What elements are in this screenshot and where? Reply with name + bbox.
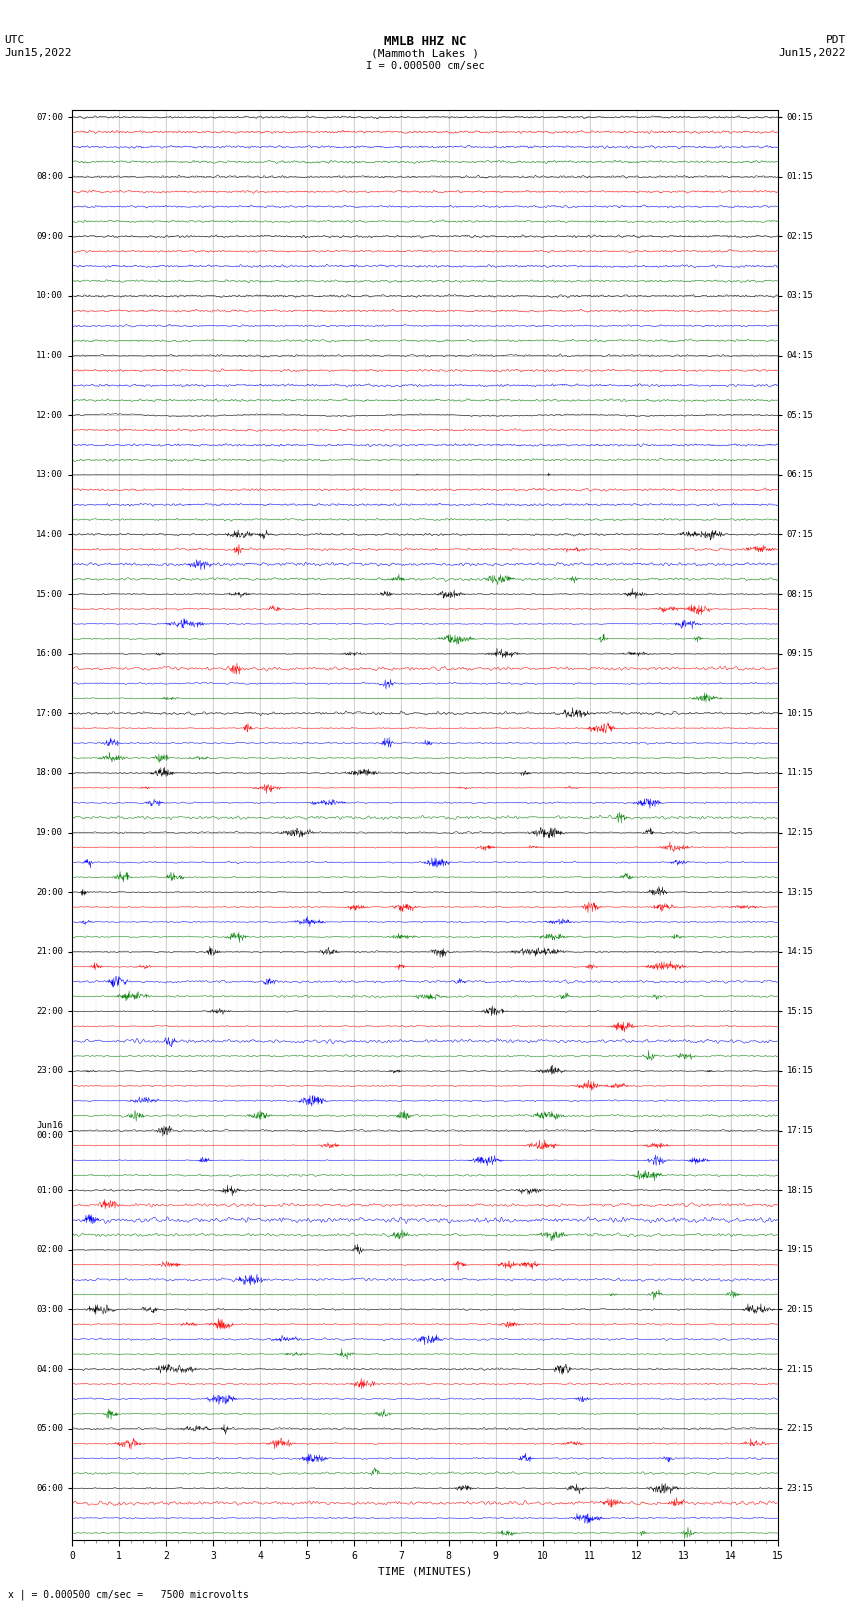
Text: (Mammoth Lakes ): (Mammoth Lakes ) [371, 48, 479, 58]
Text: Jun15,2022: Jun15,2022 [4, 48, 71, 58]
X-axis label: TIME (MINUTES): TIME (MINUTES) [377, 1566, 473, 1576]
Text: Jun15,2022: Jun15,2022 [779, 48, 846, 58]
Text: I = 0.000500 cm/sec: I = 0.000500 cm/sec [366, 61, 484, 71]
Text: MMLB HHZ NC: MMLB HHZ NC [383, 35, 467, 48]
Text: PDT: PDT [825, 35, 846, 45]
Text: UTC: UTC [4, 35, 25, 45]
Text: x | = 0.000500 cm/sec =   7500 microvolts: x | = 0.000500 cm/sec = 7500 microvolts [8, 1589, 249, 1600]
